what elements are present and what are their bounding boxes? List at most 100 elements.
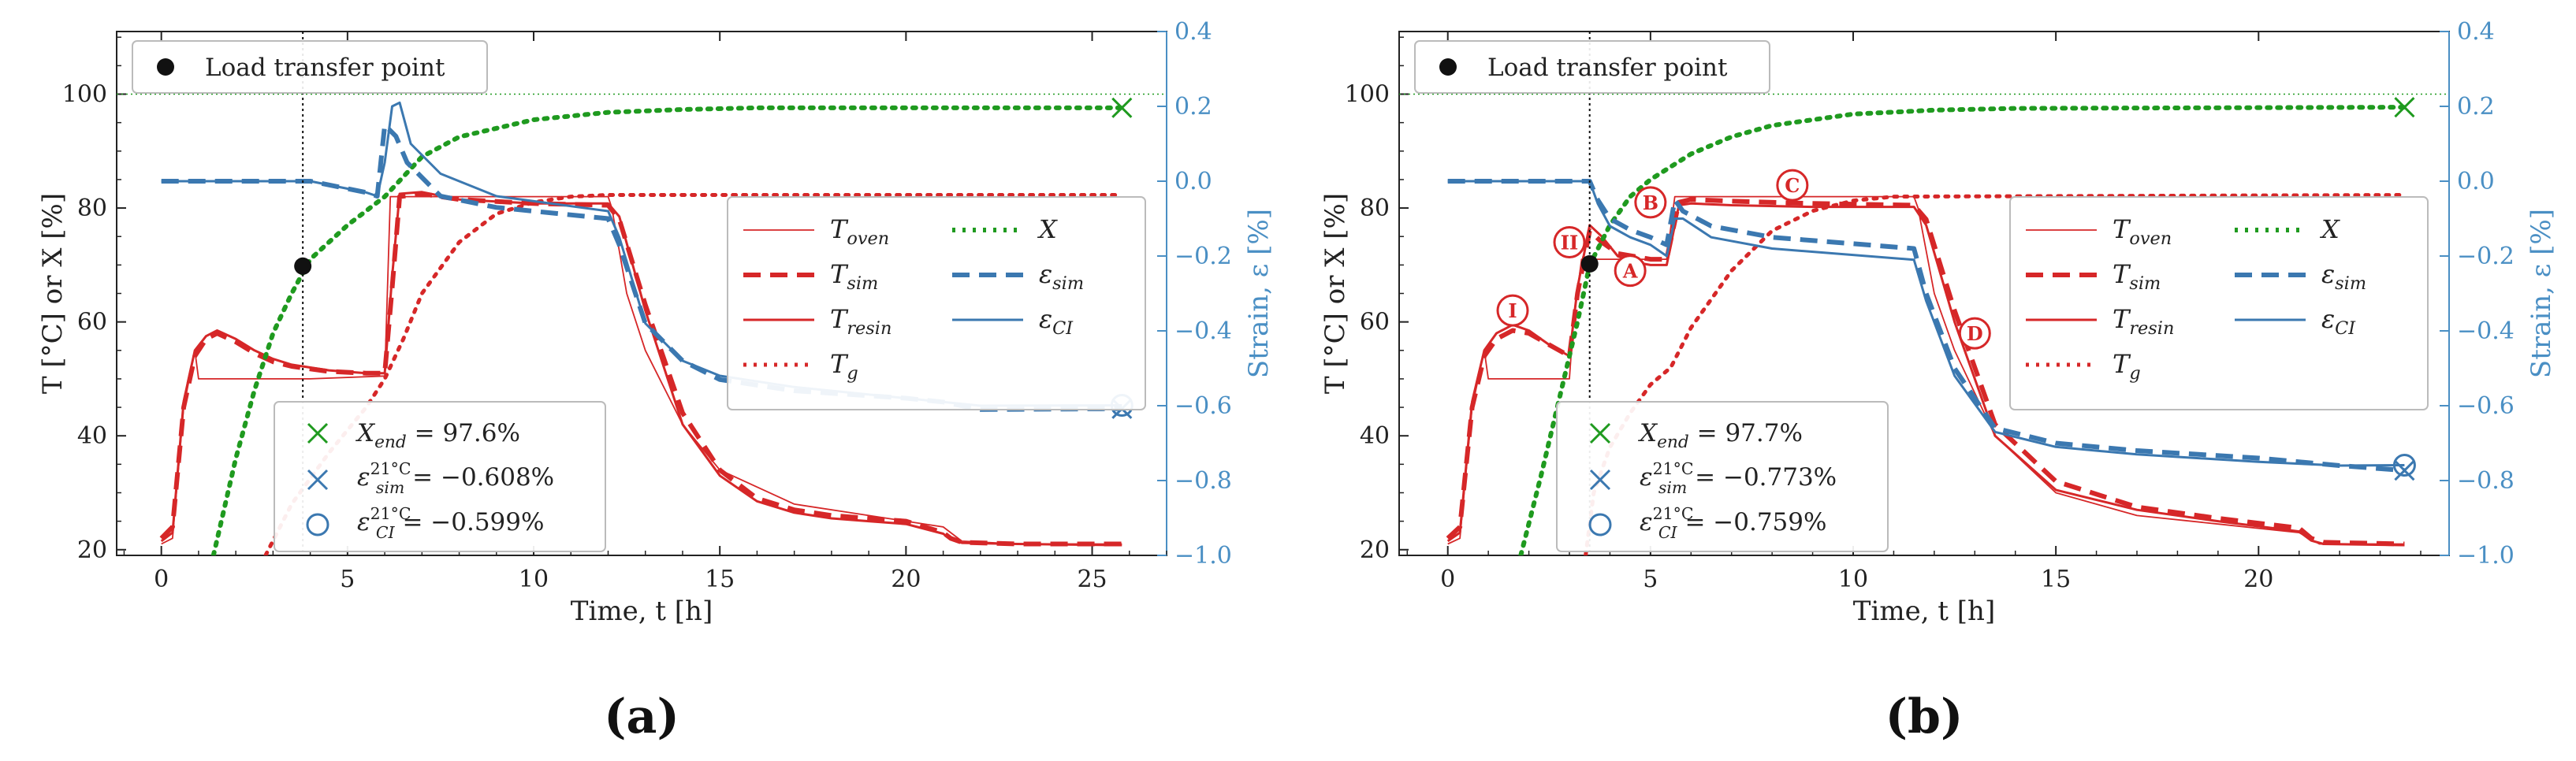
panel-a-ytick-right-label: −0.8 — [1174, 467, 1232, 495]
panel-a-xtick-label: 20 — [891, 566, 921, 593]
panel-a-legend-x-end-marker — [307, 422, 329, 444]
panel-a-legend-label-eps-sim: εsim — [1039, 259, 1084, 294]
panel-b-ytick-label: 80 — [1360, 195, 1390, 222]
panel-b-legend-eps-ci-marker — [1588, 513, 1612, 536]
panel-a-legend-box — [274, 401, 606, 552]
panel-a-ytick-right-label: −0.6 — [1174, 392, 1232, 420]
panel-b-series-eps-sim — [1447, 179, 2405, 473]
panel-b-legend-box — [1556, 401, 1889, 552]
panel-b-ytick-right-label: 0.0 — [2457, 168, 2495, 195]
panel-b-annotation-marker — [1614, 254, 1647, 288]
panel-b-end-marker-eps-ci — [2392, 454, 2416, 477]
panel-a-ylabel-right: Strain, ε [%] — [1243, 209, 1275, 378]
panel-b-xtick-label: 15 — [2041, 566, 2071, 593]
panel-b-legend-eps-sim-label: ε21°C sim = −0.773% — [1640, 459, 1837, 497]
panel-a-legend-box — [132, 40, 488, 94]
panel-b-series-x — [1518, 105, 2407, 555]
panel-b-xtick-label: 0 — [1440, 566, 1455, 593]
panel-b-ytick-right-label: −0.8 — [2457, 467, 2515, 495]
panel-b-xtick-label: 5 — [1643, 566, 1658, 593]
panel-a-ytick-right-label: −0.4 — [1174, 317, 1232, 345]
panel-b-annotation-marker — [1776, 169, 1809, 202]
panel-b-load-transfer-marker — [1580, 254, 1599, 273]
panel-a-legend-load-label: Load transfer point — [205, 54, 445, 82]
panel-a-ytick-label: 80 — [77, 195, 107, 222]
panel-b-series-t-oven — [1447, 195, 2405, 545]
panel-b-legend-label-eps-ci: εCI — [2321, 304, 2356, 339]
panel-a-legend-end-values: Xend = 97.6% ε21°C sim = −0.608% ε21°C CI = … — [274, 401, 606, 552]
panel-a-ytick-label: 60 — [77, 309, 107, 336]
panel-a-legend-box — [727, 196, 1146, 410]
panel-b-annotation-marker — [1496, 294, 1529, 327]
panel-b-ytick-right-label: −0.6 — [2457, 392, 2515, 420]
panel-b-legend-box — [2009, 196, 2429, 410]
panel-b-annotation-label: A — [1622, 260, 1638, 283]
panel-b-ytick-label: 20 — [1360, 536, 1390, 564]
panel-a-legend-x-end-label: Xend = 97.6% — [356, 419, 520, 452]
panel-a-ytick-label: 100 — [62, 81, 107, 109]
panel-a-legend-label-t-g: Tg — [830, 349, 858, 384]
panel-b-ylabel-right: Strain, ε [%] — [2526, 209, 2557, 378]
panel-b-annotation-label: C — [1785, 174, 1800, 197]
panel-a-legend-load-transfer: Load transfer point — [132, 40, 488, 94]
panel-a-legend-label-t-sim: Tsim — [830, 259, 878, 294]
panel-b-xtick-label: 10 — [1838, 566, 1868, 593]
panel-a-xlabel: Time, t [h] — [571, 596, 713, 627]
panel-b-annotation-marker — [1958, 317, 1991, 350]
panel-a-ytick-right-label: 0.0 — [1174, 168, 1212, 195]
panel-b-xlabel: Time, t [h] — [1853, 596, 1995, 627]
panel-b-legend-label-eps-sim: εsim — [2321, 259, 2366, 294]
panel-a-legend-label-t-oven: Toven — [830, 214, 889, 249]
panel-b-legend-eps-sim-marker — [1589, 469, 1611, 491]
panel-a-legend-eps-ci-marker — [306, 513, 329, 536]
panel-a-xtick-label: 10 — [519, 566, 549, 593]
panel-a-legend-dot — [157, 58, 174, 76]
panel-a-ytick-right-label: 0.2 — [1174, 93, 1212, 121]
panel-b-annotation-marker — [1634, 186, 1667, 219]
panel-b-annotation-label: B — [1643, 191, 1658, 214]
panel-a-series-t-g — [263, 193, 1124, 555]
panel-a-xtick-label: 5 — [340, 566, 355, 593]
panel-b-annotation-label: II — [1561, 231, 1578, 254]
panel-b-legend-load-transfer: Load transfer point — [1414, 40, 1770, 94]
panel-a-series-x — [210, 105, 1125, 555]
panel-b-ytick-label: 100 — [1345, 81, 1390, 109]
panel-b-legend-load-label: Load transfer point — [1487, 54, 1728, 82]
panel-b-annotation-label: I — [1508, 299, 1517, 322]
panel-b-legend-x-end-marker — [1589, 422, 1611, 444]
panel-b-legend-label-t-resin: Tresin — [2113, 304, 2174, 339]
panel-b-end-marker-eps-sim — [2394, 460, 2415, 481]
panel-a-load-transfer-marker — [294, 257, 312, 275]
panel-a-legend-label-eps-ci: εCI — [1039, 304, 1074, 339]
panel-b-annotation-label: D — [1967, 322, 1983, 345]
panel-b-legend-eps-ci-label: ε21°C CI = −0.759% — [1640, 504, 1826, 542]
panel-a-series-t-resin — [160, 191, 1122, 547]
panel-b-legend-dot — [1439, 58, 1457, 76]
panel-a-ytick-label: 40 — [77, 422, 107, 450]
panel-b-legend-label-x: X — [2319, 214, 2340, 244]
panel-b-label: (b) — [1885, 689, 1964, 744]
panel-a: 0 5 10 15 20 25 20 40 60 80 100 −1.0 −0.8 −0.6 −0.4 −0.… — [37, 18, 1275, 627]
panel-b-ylabel: T [°C] or X [%] — [1320, 193, 1351, 394]
panel-b: 0 5 10 15 20 20 40 60 80 100 −1.0 −0.8 −0.6 −0.4 −0.2 0… — [1320, 18, 2557, 627]
panel-b-ytick-right-label: −1.0 — [2457, 542, 2515, 570]
panel-b-end-marker-x — [2394, 97, 2415, 118]
panel-b-annotation-marker — [1553, 225, 1586, 258]
panel-b-legend-label-t-g: Tg — [2113, 349, 2141, 384]
panel-b-ytick-right-label: −0.4 — [2457, 317, 2515, 345]
panel-b-ytick-right-label: 0.4 — [2457, 18, 2495, 46]
panel-b-ytick-right-label: −0.2 — [2457, 243, 2515, 270]
panel-b-legend-end-values: Xend = 97.7% ε21°C sim = −0.773% ε21°C CI = … — [1556, 401, 1889, 552]
panel-a-ytick-label: 20 — [77, 536, 107, 564]
panel-b-ytick-label: 60 — [1360, 309, 1390, 336]
panel-a-label: (a) — [604, 689, 679, 744]
panel-a-legend-label-x: X — [1037, 214, 1058, 244]
panel-a-plot-area — [159, 101, 1125, 555]
panel-b-legend-box — [1414, 40, 1770, 94]
panel-a-xtick-label: 25 — [1077, 566, 1107, 593]
panel-b-series-eps-ci — [1447, 180, 2405, 467]
panel-a-xtick-label: 0 — [154, 566, 169, 593]
